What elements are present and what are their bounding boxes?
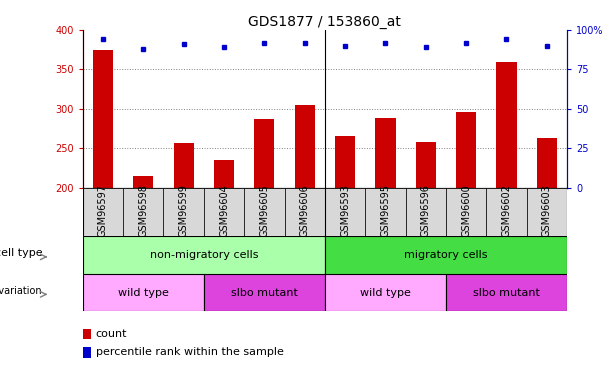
Text: migratory cells: migratory cells [404,250,488,260]
Text: GSM96596: GSM96596 [421,184,431,237]
Text: cell type: cell type [0,248,42,258]
Text: wild type: wild type [118,288,169,297]
Bar [456,112,476,188]
Text: GSM96595: GSM96595 [381,184,390,237]
Bar [416,142,436,188]
Bar [164,188,204,236]
Text: GSM96598: GSM96598 [139,184,148,237]
Text: GSM96606: GSM96606 [300,184,310,237]
Bar [204,274,325,311]
Text: genotype/variation: genotype/variation [0,286,42,296]
Text: GSM96605: GSM96605 [259,184,269,237]
Bar [365,188,406,236]
Bar [406,188,446,236]
Bar [83,274,204,311]
Bar [133,176,153,188]
Bar [173,142,194,188]
Text: GSM96604: GSM96604 [219,184,229,237]
Bar [83,328,91,339]
Bar [446,188,486,236]
Bar [335,136,355,188]
Text: non-migratory cells: non-migratory cells [150,250,258,260]
Bar [446,274,567,311]
Text: percentile rank within the sample: percentile rank within the sample [96,347,284,357]
Bar [83,236,325,274]
Bar [204,188,244,236]
Bar [497,62,517,188]
Text: count: count [96,329,128,339]
Title: GDS1877 / 153860_at: GDS1877 / 153860_at [248,15,402,29]
Bar [295,105,315,188]
Bar [83,188,123,236]
Bar [214,160,234,188]
Bar [527,188,567,236]
Bar [123,188,164,236]
Bar [83,347,91,358]
Bar [93,50,113,188]
Bar [284,188,325,236]
Text: GSM96593: GSM96593 [340,184,350,237]
Text: GSM96597: GSM96597 [98,184,108,237]
Bar [325,236,567,274]
Text: GSM96599: GSM96599 [178,184,189,237]
Text: GSM96602: GSM96602 [501,184,511,237]
Text: GSM96603: GSM96603 [542,184,552,237]
Text: GSM96600: GSM96600 [461,184,471,237]
Text: slbo mutant: slbo mutant [231,288,298,297]
Text: slbo mutant: slbo mutant [473,288,540,297]
Bar [486,188,527,236]
Bar [325,188,365,236]
Text: wild type: wild type [360,288,411,297]
Bar [325,274,446,311]
Bar [244,188,284,236]
Bar [254,119,275,188]
Bar [375,118,395,188]
Bar [537,138,557,188]
